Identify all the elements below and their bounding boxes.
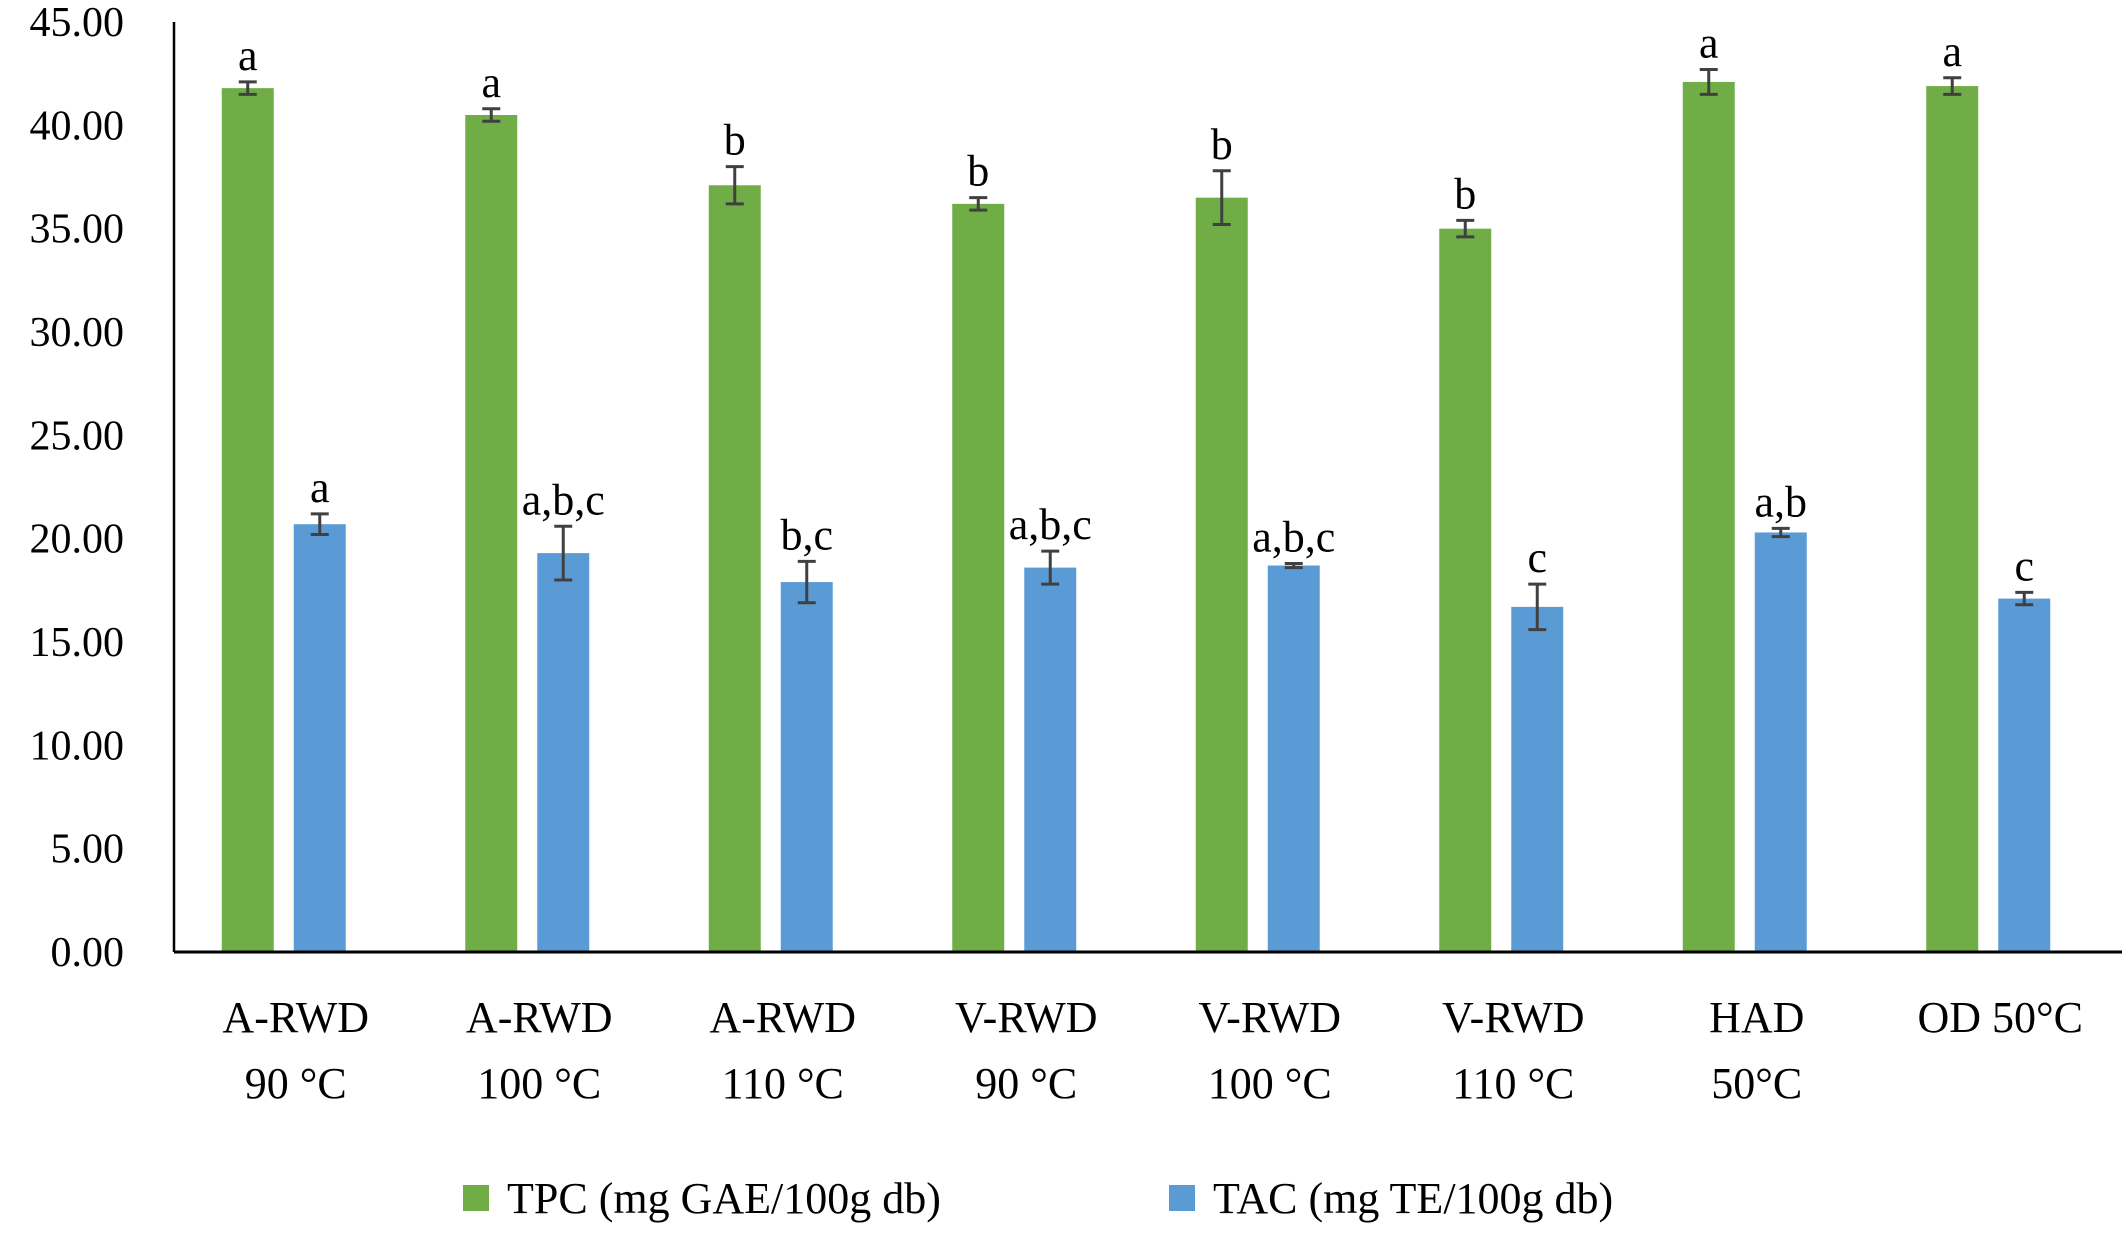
tac-error-bar [1284, 561, 1303, 570]
tac-error-bar [2015, 590, 2034, 607]
tpc-bar [465, 115, 518, 952]
y-axis-ticks: 0.00 5.00 10.00 15.00 20.00 25.00 30.00 35.00 40… [30, 0, 125, 976]
error-bars-layer [238, 68, 2034, 632]
tac-significance-label: a,b,c [1252, 512, 1335, 561]
x-category-label: V-RWD 110 °C [1442, 993, 1585, 1108]
tac-bar [1754, 532, 1807, 952]
legend: TPC (mg GAE/100g db) TAC (mg TE/100g db) [463, 1174, 1613, 1223]
tac-significance-label: c [1527, 533, 1547, 582]
tpc-error-bar [238, 80, 257, 96]
x-category-label: OD 50°C [1918, 993, 2084, 1042]
y-tick-label: 35.00 [30, 207, 125, 253]
legend-label: TAC (mg TE/100g db) [1213, 1174, 1613, 1223]
y-tick-label: 45.00 [30, 0, 125, 46]
tpc-significance-label: b [1454, 169, 1476, 218]
tpc-bar [1926, 86, 1979, 953]
tac-significance-label: a,b,c [522, 475, 605, 524]
legend-item: TPC (mg GAE/100g db) [463, 1174, 941, 1223]
legend-label: TPC (mg GAE/100g db) [507, 1174, 941, 1223]
tpc-significance-label: b [967, 147, 989, 196]
tac-error-bar [1528, 582, 1547, 632]
x-category-label: V-RWD 100 °C [1198, 993, 1341, 1108]
y-tick-label: 15.00 [30, 620, 125, 666]
y-tick-label: 10.00 [30, 723, 125, 769]
tpc-error-bar [1699, 68, 1718, 96]
tpc-error-bar [1212, 169, 1231, 227]
y-tick-label: 20.00 [30, 517, 125, 563]
tpc-significance-label: b [724, 116, 746, 165]
tac-significance-label: b,c [780, 510, 833, 559]
tac-bar [537, 553, 590, 952]
tpc-error-bar [1943, 76, 1962, 96]
tpc-significance-label: a [1942, 27, 1962, 76]
axes [172, 22, 2122, 954]
legend-swatch [1169, 1185, 1195, 1211]
x-category-label: A-RWD 100 °C [466, 993, 613, 1108]
tac-bar [293, 524, 346, 952]
tpc-error-bar [1456, 218, 1475, 239]
tac-error-bar [797, 559, 816, 605]
tac-error-bar [1771, 526, 1790, 539]
x-axis-category-labels: A-RWD 90 °C A-RWD 100 °C A-RWD 110 °C V-RWD 90 … [222, 993, 2083, 1108]
x-category-label: HAD 50°C [1709, 993, 1804, 1108]
x-category-label: A-RWD 90 °C [222, 993, 369, 1108]
x-category-label: A-RWD 110 °C [709, 993, 856, 1108]
tac-significance-label: a [310, 463, 330, 512]
tpc-bar [221, 88, 274, 953]
tac-bar [1511, 606, 1564, 952]
tac-bar [1998, 598, 2051, 952]
tac-error-bar [310, 512, 329, 537]
significance-labels-layer: a a b b b b a a a a,b,c b,c a,b,c a,b,c c a,b c [238, 19, 2034, 591]
tac-significance-label: a,b,c [1009, 500, 1092, 549]
tac-bar [1267, 565, 1320, 952]
tac-significance-label: c [2014, 541, 2034, 590]
tac-bar [780, 582, 833, 952]
legend-item: TAC (mg TE/100g db) [1169, 1174, 1613, 1223]
y-tick-label: 0.00 [51, 930, 125, 976]
x-category-label: V-RWD 90 °C [955, 993, 1098, 1108]
bars-layer [221, 81, 2051, 953]
tpc-significance-label: a [481, 58, 501, 107]
tac-error-bar [554, 524, 573, 582]
tpc-bar [1682, 81, 1735, 952]
y-tick-label: 5.00 [51, 827, 125, 873]
tpc-bar [708, 185, 761, 952]
y-tick-label: 40.00 [30, 103, 125, 149]
tpc-significance-label: b [1211, 120, 1233, 169]
tpc-significance-label: a [238, 31, 258, 80]
y-tick-label: 30.00 [30, 310, 125, 356]
tpc-bar [952, 203, 1005, 952]
tac-error-bar [1041, 549, 1060, 586]
tpc-bar [1439, 228, 1492, 952]
tpc-significance-label: a [1699, 19, 1719, 68]
y-tick-label: 25.00 [30, 413, 125, 459]
tpc-bar [1195, 197, 1248, 952]
legend-swatch [463, 1185, 489, 1211]
tpc-error-bar [725, 165, 744, 206]
tpc-error-bar [969, 196, 988, 212]
tac-significance-label: a,b [1754, 477, 1807, 526]
tpc-error-bar [482, 107, 501, 123]
tac-bar [1024, 567, 1077, 952]
